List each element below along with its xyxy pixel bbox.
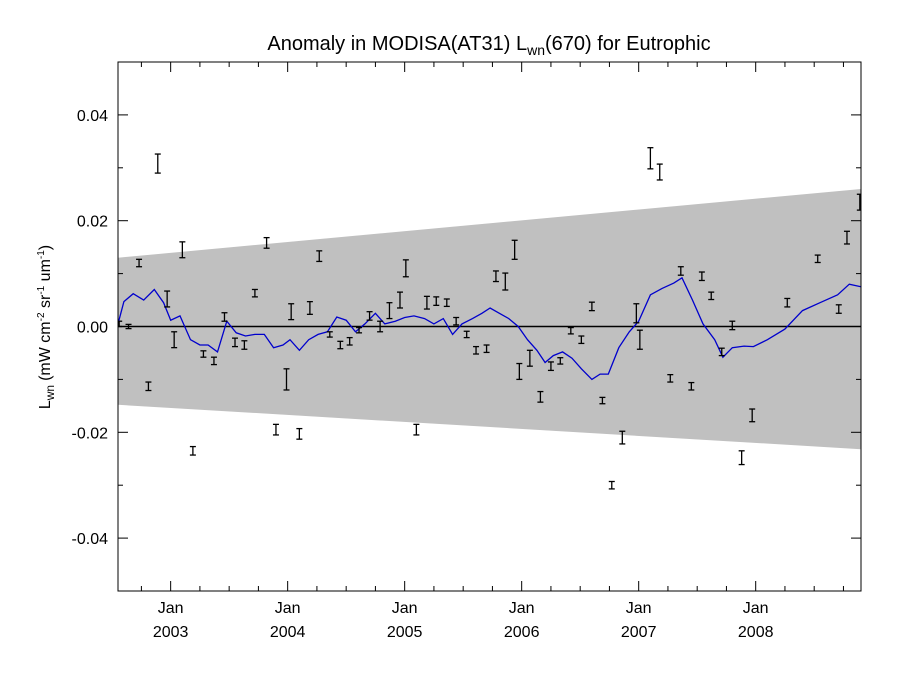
plot-content (118, 147, 861, 490)
error-bar (537, 390, 544, 403)
error-bar (619, 430, 626, 445)
error-bar (263, 236, 270, 249)
y-tick-label: -0.02 (72, 425, 109, 442)
error-bar (647, 147, 654, 170)
svg-text:Lwn(mW cm-2 sr-1 um-1): Lwn(mW cm-2 sr-1 um-1) (36, 245, 57, 409)
error-bar (547, 361, 554, 372)
y-tick-label: 0.04 (77, 108, 108, 125)
error-bar (718, 347, 725, 357)
error-bar (667, 373, 674, 383)
x-tick-month-label: Jan (392, 600, 418, 617)
error-bar (232, 337, 239, 348)
x-tick-year-label: 2003 (153, 624, 189, 641)
error-bar (443, 298, 450, 308)
error-bar (189, 445, 196, 456)
error-bar (125, 323, 132, 330)
error-bar (608, 480, 615, 490)
plot-area: 0.04 0.02 0.00 -0.02 -0.04 Jan 2003 Jan 2004 Jan 2… (72, 61, 862, 641)
error-bar (557, 357, 564, 365)
trend-line (118, 276, 861, 381)
error-bar (337, 340, 344, 350)
error-bar (283, 368, 290, 391)
error-bar (633, 303, 640, 324)
error-bar (423, 295, 430, 310)
error-bar (502, 272, 509, 291)
error-bar (136, 258, 143, 268)
error-bar (171, 331, 178, 349)
x-tick-year-label: 2004 (270, 624, 306, 641)
error-bar (578, 335, 585, 345)
error-bar (483, 344, 490, 354)
error-bar (843, 230, 850, 245)
error-bar (599, 396, 606, 405)
error-bar (164, 290, 171, 308)
error-bar (316, 250, 323, 263)
y-tick-label: 0.00 (77, 320, 108, 337)
y-tick-label: -0.04 (72, 531, 109, 548)
error-bar (814, 254, 821, 264)
x-tick-year-label: 2008 (738, 624, 774, 641)
error-bar (179, 241, 186, 259)
error-bar (288, 303, 295, 321)
x-tick-month-label: Jan (743, 600, 769, 617)
error-bar (221, 312, 228, 322)
x-tick-year-label: 2007 (621, 624, 657, 641)
x-tick-month-label: Jan (626, 600, 652, 617)
x-tick-month-label: Jan (275, 600, 301, 617)
x-tick-year-label: 2006 (504, 624, 540, 641)
error-bar (526, 349, 533, 367)
error-bar (241, 340, 248, 350)
error-bar (200, 350, 207, 358)
error-bar (656, 163, 663, 181)
error-bar (749, 408, 756, 423)
error-bar (567, 326, 574, 335)
error-bar (402, 259, 409, 278)
error-bar (708, 291, 715, 301)
error-bar (677, 266, 684, 276)
error-bar (356, 326, 363, 334)
error-bar (511, 239, 518, 260)
x-tick-year-label: 2005 (387, 624, 423, 641)
error-bar (492, 270, 499, 283)
error-bar (433, 296, 440, 306)
error-bar (463, 330, 470, 339)
y-tick-label: 0.02 (77, 214, 108, 231)
error-bar (516, 362, 523, 381)
error-bar (835, 304, 842, 314)
error-bar (346, 336, 353, 346)
error-bar (688, 381, 695, 391)
error-bar (296, 427, 303, 440)
error-bar (386, 302, 393, 320)
error-bar (377, 320, 384, 333)
uncertainty-band (118, 188, 861, 450)
error-bar (306, 300, 313, 315)
error-bar (210, 356, 217, 366)
error-bar (145, 381, 152, 392)
x-tick-month-label: Jan (509, 600, 535, 617)
error-bar (272, 423, 279, 436)
error-bar (856, 193, 861, 211)
error-bar (588, 301, 595, 312)
error-bar (738, 450, 745, 466)
error-bar (636, 329, 643, 350)
error-bar (453, 316, 460, 326)
error-bar (698, 271, 705, 282)
error-bar (729, 320, 736, 331)
error-bar (413, 423, 420, 436)
y-axis-title: Lwn(mW cm-2 sr-1 um-1) (36, 245, 57, 409)
error-bar (326, 331, 333, 338)
chart-title: Anomaly in MODISA(AT31) Lwn(670) for Eut… (267, 33, 710, 58)
error-bar (366, 311, 373, 321)
error-bar (784, 297, 791, 308)
x-tick-month-label: Jan (158, 600, 184, 617)
error-bar (473, 345, 480, 355)
error-bar (154, 153, 161, 174)
error-bar (251, 288, 258, 298)
error-bar (396, 291, 403, 309)
